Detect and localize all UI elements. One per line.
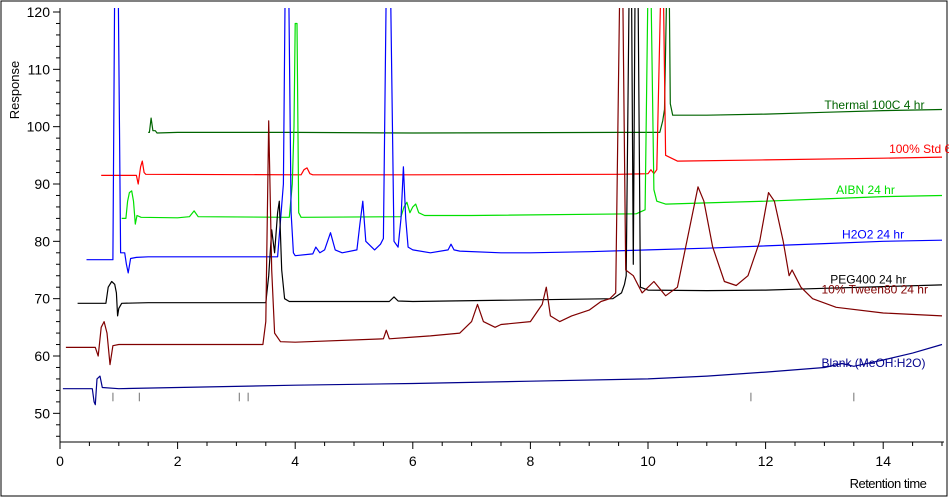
series-line-1	[148, 8, 943, 134]
x-tick-label: 10	[640, 453, 656, 469]
series-label-1: Thermal 100C 4 hr	[824, 98, 924, 112]
series-label-3: AIBN 24 hr	[836, 183, 895, 197]
x-axis-title: Retention time	[850, 476, 927, 491]
series-labels-group: Thermal 100C 4 hr 100% Std 6 AIBN 24 hr H2O…	[821, 98, 949, 370]
series-label-7: Blank (MeOH:H2O)	[821, 356, 925, 370]
y-tick-label: 70	[34, 291, 50, 307]
x-tick-label: 8	[527, 453, 535, 469]
y-tick-label: 120	[27, 4, 51, 20]
series-line-5	[77, 8, 943, 317]
series-label-2: 100% Std 6	[889, 142, 949, 156]
series-line-4	[86, 8, 943, 274]
series-line-7	[62, 343, 943, 406]
series-group	[62, 8, 943, 406]
x-tick-label: 0	[56, 453, 64, 469]
y-tick-label: 80	[34, 233, 50, 249]
y-tick-label: 90	[34, 176, 50, 192]
x-tick-label: 4	[291, 453, 299, 469]
series-line-2	[101, 8, 943, 185]
x-tick-label: 2	[174, 453, 182, 469]
y-tick-label: 60	[34, 348, 50, 364]
axes-group: 50 60 70 80 90 100 110 120 0 2 4 6 8 10 12 14	[27, 4, 944, 469]
y-tick-label: 100	[27, 119, 51, 135]
x-tick-label: 14	[875, 453, 891, 469]
y-tick-label: 50	[34, 405, 50, 421]
series-label-6: 10% Tween80 24 hr	[821, 283, 928, 297]
series-line-6	[65, 8, 943, 366]
y-axis-title: Response	[7, 61, 22, 120]
series-label-5: PEG400 24 hr	[830, 272, 906, 286]
series-label-4: H2O2 24 hr	[842, 228, 904, 242]
y-tick-label: 110	[28, 61, 51, 77]
x-tick-label: 6	[409, 453, 417, 469]
x-tick-label: 12	[758, 453, 774, 469]
